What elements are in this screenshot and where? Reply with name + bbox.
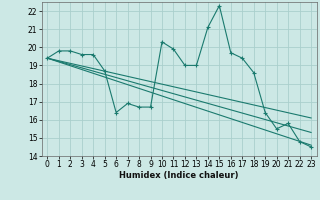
X-axis label: Humidex (Indice chaleur): Humidex (Indice chaleur) [119,171,239,180]
